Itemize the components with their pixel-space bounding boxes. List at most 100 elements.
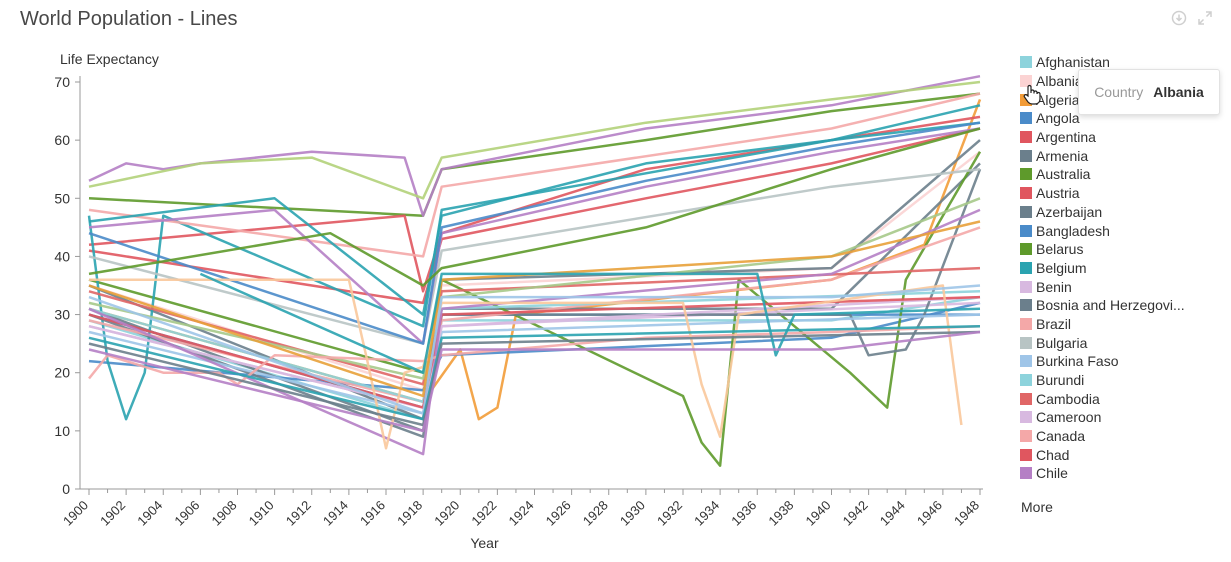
legend-item-argentina[interactable]: Argentina bbox=[1020, 128, 1225, 147]
legend-item-afghanistan[interactable]: Afghanistan bbox=[1020, 53, 1225, 72]
legend-item-angola[interactable]: Angola bbox=[1020, 109, 1225, 128]
legend-label: Benin bbox=[1036, 278, 1072, 295]
y-tick-label: 0 bbox=[62, 481, 70, 497]
legend-item-albania[interactable]: Albania bbox=[1020, 72, 1225, 91]
x-tick-label: 1920 bbox=[431, 498, 462, 529]
legend-item-bosnia-and-herzegovi[interactable]: Bosnia and Herzegovi... bbox=[1020, 296, 1225, 315]
legend-swatch bbox=[1020, 299, 1032, 312]
y-axis-label: Life Expectancy bbox=[60, 51, 159, 67]
legend-more-link[interactable]: More bbox=[1021, 499, 1053, 515]
series-line-series-36[interactable] bbox=[88, 330, 981, 427]
y-tick-label: 50 bbox=[54, 190, 70, 206]
legend-swatch bbox=[1020, 243, 1032, 256]
series-line-bulgaria[interactable] bbox=[88, 167, 981, 345]
x-tick-label: 1948 bbox=[951, 498, 982, 529]
legend-item-burkina-faso[interactable]: Burkina Faso bbox=[1020, 352, 1225, 371]
legend-item-austria[interactable]: Austria bbox=[1020, 184, 1225, 203]
legend-swatch bbox=[1020, 448, 1032, 461]
chart-legend: Afghanistan Albania Algeria Angola Argentina… bbox=[1020, 53, 1225, 483]
series-line-series-33[interactable] bbox=[88, 284, 981, 415]
x-tick-label: 1908 bbox=[209, 498, 240, 529]
legend-swatch bbox=[1020, 168, 1032, 181]
series-line-series-30[interactable] bbox=[88, 324, 981, 386]
legend-label: Algeria bbox=[1036, 91, 1080, 108]
legend-label: Azerbaijan bbox=[1036, 203, 1103, 220]
series-line-series-25[interactable] bbox=[88, 121, 981, 316]
legend-item-belarus[interactable]: Belarus bbox=[1020, 240, 1225, 259]
x-tick-label: 1938 bbox=[765, 498, 796, 529]
series-line-series-23[interactable] bbox=[88, 74, 981, 217]
legend-item-burundi[interactable]: Burundi bbox=[1020, 371, 1225, 390]
legend-swatch bbox=[1020, 112, 1032, 125]
legend-swatch bbox=[1020, 411, 1032, 424]
series-line-canada[interactable] bbox=[88, 92, 981, 258]
legend-label: Cameroon bbox=[1036, 409, 1102, 426]
legend-label: Bangladesh bbox=[1036, 222, 1110, 239]
legend-label: Burundi bbox=[1036, 372, 1085, 389]
legend-item-bangladesh[interactable]: Bangladesh bbox=[1020, 221, 1225, 240]
x-tick-label: 1900 bbox=[60, 498, 91, 529]
legend-label: Brazil bbox=[1036, 315, 1072, 332]
download-icon[interactable] bbox=[1171, 10, 1187, 26]
chart-toolbar bbox=[1171, 10, 1213, 26]
legend-label: Bosnia and Herzegovi... bbox=[1036, 297, 1185, 314]
legend-swatch bbox=[1020, 75, 1032, 88]
legend-swatch bbox=[1020, 392, 1032, 405]
hand-cursor-icon bbox=[1023, 84, 1041, 105]
x-tick-label: 1926 bbox=[543, 498, 574, 529]
legend-item-brazil[interactable]: Brazil bbox=[1020, 315, 1225, 334]
legend-item-armenia[interactable]: Armenia bbox=[1020, 146, 1225, 165]
x-tick-label: 1922 bbox=[468, 498, 499, 529]
legend-item-bulgaria[interactable]: Bulgaria bbox=[1020, 333, 1225, 352]
series-line-series-27[interactable] bbox=[88, 121, 981, 345]
x-tick-label: 1946 bbox=[914, 498, 945, 529]
legend-swatch bbox=[1020, 336, 1032, 349]
series-line-series-34[interactable] bbox=[88, 324, 981, 421]
legend-item-cameroon[interactable]: Cameroon bbox=[1020, 408, 1225, 427]
y-tick-label: 10 bbox=[54, 423, 70, 439]
x-tick-label: 1944 bbox=[877, 498, 908, 529]
y-tick-label: 70 bbox=[54, 74, 70, 90]
legend-swatch bbox=[1020, 149, 1032, 162]
tooltip-value: Albania bbox=[1153, 84, 1204, 100]
legend-swatch bbox=[1020, 280, 1032, 293]
x-tick-label: 1942 bbox=[840, 498, 871, 529]
legend-item-azerbaijan[interactable]: Azerbaijan bbox=[1020, 203, 1225, 222]
legend-item-canada[interactable]: Canada bbox=[1020, 427, 1225, 446]
legend-label: Bulgaria bbox=[1036, 334, 1088, 351]
x-tick-label: 1914 bbox=[320, 498, 351, 529]
legend-label: Chile bbox=[1036, 465, 1068, 482]
series-line-series-35[interactable] bbox=[199, 272, 981, 374]
legend-label: Angola bbox=[1036, 110, 1080, 127]
legend-label: Armenia bbox=[1036, 147, 1089, 164]
legend-swatch bbox=[1020, 56, 1032, 69]
legend-item-benin[interactable]: Benin bbox=[1020, 277, 1225, 296]
legend-item-chile[interactable]: Chile bbox=[1020, 464, 1225, 483]
series-line-series-37[interactable] bbox=[88, 330, 981, 433]
series-line-algeria[interactable] bbox=[88, 98, 982, 421]
legend-label: Burkina Faso bbox=[1036, 353, 1119, 370]
y-tick-label: 40 bbox=[54, 248, 70, 264]
x-tick-label: 1940 bbox=[803, 498, 834, 529]
expand-icon[interactable] bbox=[1197, 10, 1213, 26]
legend-swatch bbox=[1020, 467, 1032, 480]
series-line-chile[interactable] bbox=[88, 208, 981, 456]
y-tick-label: 20 bbox=[54, 365, 70, 381]
legend-item-chad[interactable]: Chad bbox=[1020, 445, 1225, 464]
legend-swatch bbox=[1020, 224, 1032, 237]
series-line-australia[interactable] bbox=[88, 92, 981, 217]
series-line-series-24[interactable] bbox=[88, 80, 981, 200]
legend-item-cambodia[interactable]: Cambodia bbox=[1020, 389, 1225, 408]
legend-swatch bbox=[1020, 317, 1032, 330]
legend-swatch bbox=[1020, 430, 1032, 443]
x-tick-label: 1912 bbox=[283, 498, 314, 529]
series-line-series-28[interactable] bbox=[88, 127, 981, 287]
legend-item-australia[interactable]: Australia bbox=[1020, 165, 1225, 184]
tooltip-key: Country bbox=[1094, 84, 1144, 100]
legend-label: Argentina bbox=[1036, 129, 1096, 146]
x-axis-label: Year bbox=[470, 535, 499, 551]
legend-item-belgium[interactable]: Belgium bbox=[1020, 259, 1225, 278]
legend-swatch bbox=[1020, 205, 1032, 218]
series-line-belgium[interactable] bbox=[87, 104, 981, 421]
